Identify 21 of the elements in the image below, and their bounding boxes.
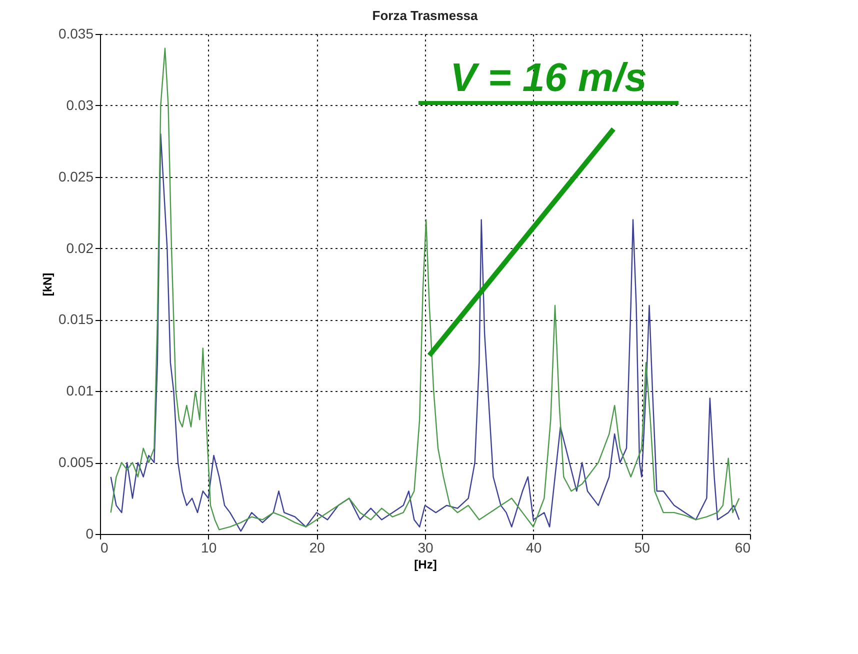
y-tick-label: 0.015	[58, 311, 94, 328]
x-tick-label: 40	[526, 540, 542, 556]
y-tick-label: 0.02	[66, 240, 94, 256]
x-tick-label: 30	[418, 540, 434, 556]
x-tick-label: 0	[100, 540, 108, 556]
x-tick-label: 20	[309, 540, 326, 556]
y-tick-label: 0.035	[58, 26, 94, 42]
x-tick-label: 60	[734, 540, 751, 556]
x-axis-title: [Hz]	[414, 558, 437, 572]
y-tick-label: 0.03	[66, 96, 94, 113]
line-series	[110, 133, 740, 532]
y-axis-title: [kN]	[40, 272, 54, 296]
y-tick-label: 0.005	[58, 454, 94, 470]
line-series	[110, 48, 740, 530]
x-tick-label: 50	[634, 540, 650, 556]
y-tick-label: 0.025	[58, 168, 94, 184]
annotation: V = 16 m/s	[450, 56, 647, 100]
x-tick-label: 10	[201, 540, 217, 556]
chart-title: Forza Trasmessa	[372, 8, 479, 23]
y-tick-label: 0.01	[66, 382, 94, 399]
y-tick-label: 0	[86, 526, 94, 542]
